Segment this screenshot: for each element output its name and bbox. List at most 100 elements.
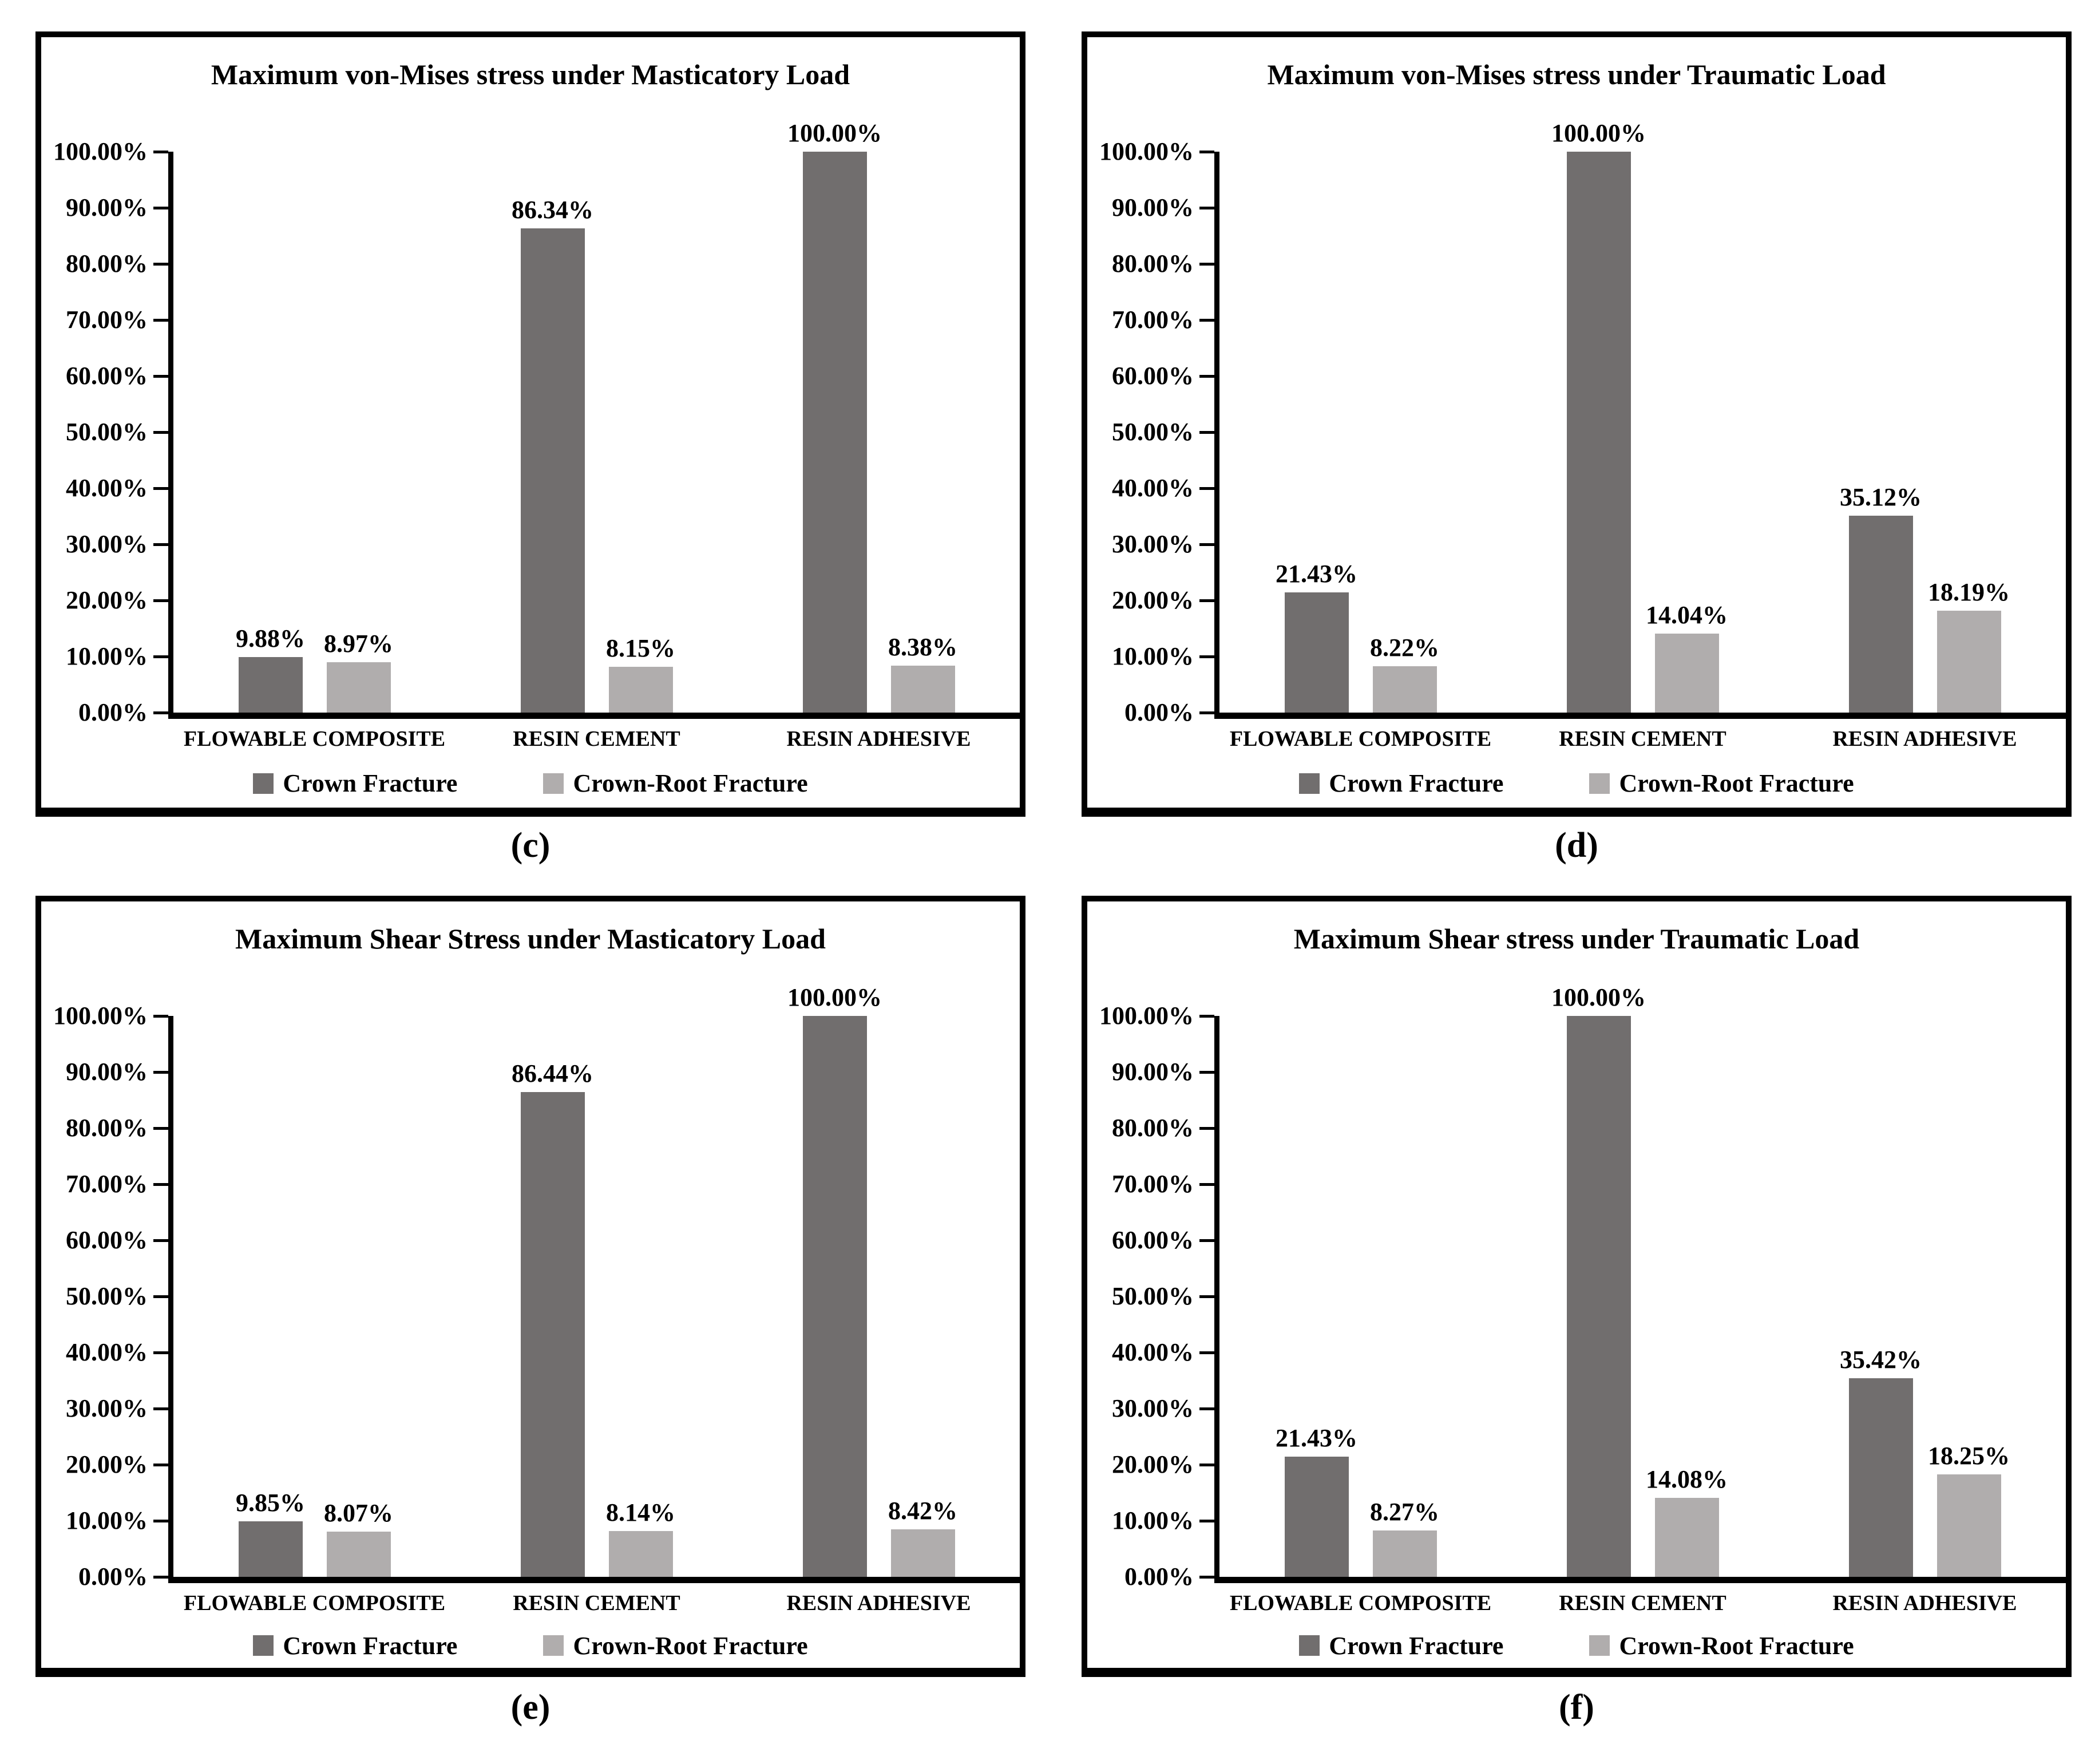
y-axis-tick-mark [153,319,168,322]
category-label: FLOWABLE COMPOSITE [1229,1591,1492,1615]
y-axis-tick-mark [1199,1576,1214,1579]
bar-data-label: 18.25% [1928,1442,2010,1470]
legend-label: Crown Fracture [283,769,458,797]
bar-group: 100.00% 14.08% [1502,984,1784,1577]
y-axis-tick-mark [153,263,168,266]
y-axis-tick-label: 60.00% [66,362,148,390]
legend-swatch-crown-root-fracture [543,1635,564,1656]
bar-crown-fracture: 100.00% [787,120,882,713]
bar-group: 100.00% 8.38% [738,120,1020,713]
bar-data-label: 86.44% [512,1059,593,1087]
y-axis-tick-mark [1199,655,1214,658]
y-axis-tick-label: 60.00% [1112,1226,1194,1254]
bar-crown-fracture: 21.43% [1276,560,1357,713]
y-axis-tick-label: 50.00% [1112,1282,1194,1310]
category-label: RESIN CEMENT [513,727,680,751]
bar-crown-root-fracture: 14.08% [1646,1466,1728,1577]
bar-data-label: 14.08% [1646,1465,1728,1494]
chart-title: Maximum von-Mises stress under Masticato… [211,58,850,90]
bar-group: 100.00% 8.42% [738,984,1020,1577]
legend: Crown Fracture Crown-Root Fracture [1087,1623,2066,1668]
bar-data-label: 9.85% [236,1489,305,1517]
bar-crown-root-fracture: 8.97% [324,630,393,713]
y-axis-tick-label: 80.00% [1112,1114,1194,1142]
y-axis-line [1214,1016,1219,1583]
y-axis-tick-label: 90.00% [1112,1058,1194,1086]
bar-crown-root-fracture: 14.04% [1646,602,1728,713]
y-axis-tick-mark [153,1183,168,1186]
y-axis-tick-mark [1199,711,1214,714]
bar-data-label: 8.22% [1370,634,1439,662]
y-axis-tick-mark [1199,1351,1214,1354]
bar-crown-fracture: 21.43% [1276,1425,1357,1577]
bar-crown-fracture: 35.42% [1840,1346,1922,1577]
plot-area: 21.43% 8.22% 100.00% 14.04% 35.12% 18.19% 100… [1087,112,2066,726]
legend-swatch-crown-fracture [253,773,274,794]
bar-crown-fracture: 35.12% [1840,483,1922,713]
legend: Crown Fracture Crown-Root Fracture [41,1623,1020,1668]
y-axis-tick-label: 50.00% [66,418,148,446]
legend-label: Crown-Root Fracture [1619,769,1854,797]
y-axis-tick-label: 20.00% [66,586,148,614]
bar-data-label: 21.43% [1276,560,1357,588]
bar-data-label: 100.00% [1551,983,1646,1011]
legend-item: Crown-Root Fracture [543,769,808,798]
y-axis-tick-label: 0.00% [1124,1563,1194,1591]
category-labels-row: FLOWABLE COMPOSITE RESIN CEMENT RESIN ADHE… [1219,719,2066,759]
y-axis-tick-label: 100.00% [53,137,148,165]
bars-container: 21.43% 8.22% 100.00% 14.04% 35.12% 18.19% [1219,120,2066,713]
chart-panel-d: Maximum von-Mises stress under Traumatic… [1082,31,2072,817]
bar-crown-root-fracture: 8.22% [1370,634,1439,713]
bar-data-label: 14.04% [1646,601,1728,630]
bar-data-label: 100.00% [787,119,882,147]
category-label: RESIN ADHESIVE [1832,727,2017,751]
bar-group: 86.44% 8.14% [456,1059,738,1577]
category-labels-row: FLOWABLE COMPOSITE RESIN CEMENT RESIN ADHE… [173,1583,1020,1623]
chart-panel-c: Maximum von-Mises stress under Masticato… [35,31,1025,817]
legend-label: Crown Fracture [1329,1631,1504,1660]
bar-crown-root-fracture: 8.07% [324,1499,393,1577]
plot-area: 21.43% 8.27% 100.00% 14.08% 35.42% 18.25% 100… [1087,976,2066,1591]
y-axis-tick-label: 70.00% [66,306,148,334]
y-axis-tick-mark [153,207,168,209]
y-axis-tick-mark [153,543,168,546]
caption-e: (e) [510,1688,551,1727]
y-axis-tick-label: 0.00% [1124,698,1194,726]
y-axis-tick-mark [1199,1183,1214,1186]
y-axis-tick-mark [153,487,168,490]
bar-group: 35.12% 18.19% [1784,483,2066,713]
bar-data-label: 35.12% [1840,482,1922,511]
y-axis-tick-mark [1199,375,1214,378]
bar-crown-root-fracture: 8.38% [888,633,957,713]
bar-crown-fracture: 9.88% [236,625,305,713]
y-axis-tick-label: 20.00% [1112,586,1194,614]
plot-area: 9.85% 8.07% 86.44% 8.14% 100.00% 8.42% 100.00… [41,976,1020,1591]
y-axis-tick-label: 20.00% [1112,1450,1194,1478]
y-axis-tick-mark [153,1127,168,1130]
y-axis-tick-label: 40.00% [1112,474,1194,502]
bar-crown-fracture: 86.34% [512,196,593,713]
bar-data-label: 9.88% [236,624,305,653]
y-axis-tick-mark [1199,1239,1214,1242]
bar-group: 9.88% 8.97% [173,625,456,713]
y-axis-tick-label: 70.00% [1112,306,1194,334]
bar-data-label: 8.14% [606,1498,675,1527]
legend-label: Crown-Root Fracture [1619,1631,1854,1660]
bar-crown-root-fracture: 18.25% [1928,1442,2010,1577]
y-axis-tick-mark [153,151,168,153]
legend-swatch-crown-root-fracture [1589,1635,1610,1656]
y-axis-tick-label: 30.00% [1112,530,1194,558]
chart-title-row: Maximum von-Mises stress under Masticato… [41,37,1020,112]
chart-title: Maximum Shear stress under Traumatic Loa… [1293,923,1860,955]
y-axis-tick-label: 70.00% [66,1170,148,1198]
bar-data-label: 8.07% [324,1498,393,1527]
y-axis-tick-mark [153,1295,168,1298]
y-axis-tick-mark [153,1576,168,1579]
y-axis-tick-mark [1199,151,1214,153]
y-axis-line [1214,152,1219,719]
category-labels-row: FLOWABLE COMPOSITE RESIN CEMENT RESIN ADHE… [173,719,1020,759]
y-axis-tick-mark [1199,263,1214,266]
bar-crown-fracture: 100.00% [787,984,882,1577]
bar-crown-root-fracture: 8.27% [1370,1498,1439,1577]
x-axis-line [168,713,1020,719]
